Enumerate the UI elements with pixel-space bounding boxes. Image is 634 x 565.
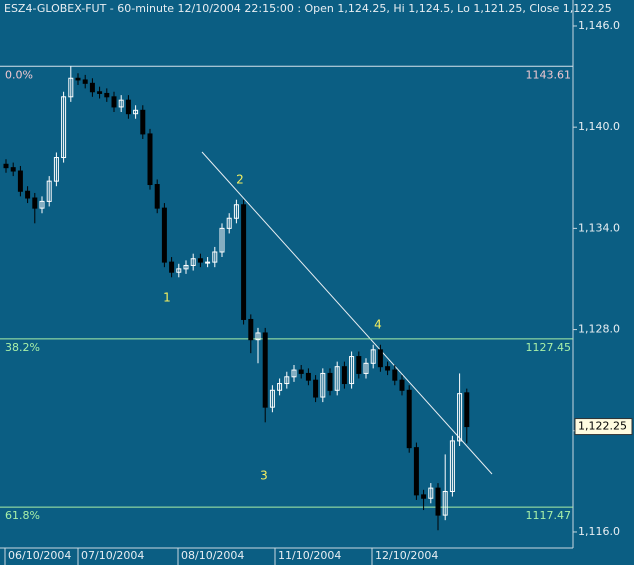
candle-body: [428, 487, 434, 499]
candle-body: [75, 77, 81, 81]
candle-body: [125, 99, 131, 115]
candle-body: [118, 99, 124, 108]
y-tick-label: 1,128.0: [578, 323, 620, 336]
candle-body: [176, 268, 182, 273]
y-tick-label: 1,116.0: [578, 525, 620, 538]
candle-body: [435, 487, 441, 516]
y-tick-label: 1,140.0: [578, 120, 620, 133]
x-tick-label: 08/10/2004: [181, 549, 244, 562]
candle-body: [111, 96, 117, 108]
candle-body: [17, 170, 23, 192]
candle-body: [349, 356, 355, 385]
annotation: 1: [163, 291, 171, 305]
candle-body: [53, 157, 59, 182]
candle-body: [25, 190, 31, 199]
candle-body: [449, 440, 455, 492]
fib-value: 1143.61: [526, 68, 572, 81]
candle-body: [39, 200, 45, 209]
candle-body: [298, 369, 304, 374]
candle-body: [464, 392, 470, 428]
candle-body: [457, 393, 463, 442]
candle-body: [385, 366, 391, 371]
candle-body: [399, 379, 405, 391]
fib-label: 0.0%: [5, 68, 33, 81]
y-tick-label: 1,134.0: [578, 221, 620, 234]
candle-body: [241, 204, 247, 320]
trend-line: [201, 151, 493, 475]
candle-body: [68, 77, 74, 98]
x-tick-label: 07/10/2004: [81, 549, 144, 562]
candle-body: [413, 447, 419, 496]
candle-body: [32, 197, 38, 209]
candle-body: [133, 109, 139, 115]
fib-value: 1127.45: [526, 341, 572, 354]
candle-body: [212, 251, 218, 263]
candle-body: [341, 366, 347, 385]
candle-body: [406, 389, 412, 449]
candle-body: [248, 318, 254, 341]
annotation: 3: [260, 469, 268, 483]
candle-body: [334, 366, 340, 391]
candle-body: [10, 167, 16, 172]
candle-body: [313, 379, 319, 398]
candle-body: [392, 369, 398, 381]
candle-body: [147, 133, 153, 186]
candle-body: [370, 349, 376, 364]
candle-body: [205, 261, 211, 264]
fib-value: 1117.47: [526, 509, 572, 522]
candle-body: [421, 494, 427, 499]
candle-body: [61, 96, 67, 159]
candle-body: [46, 180, 52, 202]
x-tick-label: 11/10/2004: [278, 549, 341, 562]
fib-label: 38.2%: [5, 341, 40, 354]
candle-body: [277, 383, 283, 391]
y-tick-label: 1,146.0: [578, 19, 620, 32]
annotation: 2: [236, 173, 244, 187]
candle-body: [269, 389, 275, 408]
candle-body: [169, 261, 175, 273]
candle-body: [377, 349, 383, 368]
x-tick-label: 06/10/2004: [8, 549, 71, 562]
candle-body: [183, 264, 189, 270]
annotation: 4: [374, 318, 382, 332]
candle-body: [442, 490, 448, 516]
candle-body: [97, 91, 103, 94]
candle-body: [305, 372, 311, 381]
last-price-box: [574, 418, 633, 436]
candle-body: [255, 332, 261, 341]
candle-body: [284, 376, 290, 385]
candle-body: [356, 356, 362, 374]
last-price-label: 1,122.25: [578, 420, 627, 433]
candle-body: [154, 184, 160, 209]
chart-title: ESZ4-GLOBEX-FUT - 60-minute 12/10/2004 2…: [4, 2, 612, 15]
candle-body: [262, 332, 268, 408]
candle-body: [219, 227, 225, 253]
candle-body: [104, 92, 110, 98]
fib-label: 61.8%: [5, 509, 40, 522]
candle-body: [3, 163, 9, 169]
candle-body: [327, 372, 333, 391]
candle-body: [197, 258, 203, 263]
candle-body: [140, 109, 146, 135]
candle-body: [226, 217, 232, 229]
candle-body: [82, 79, 88, 84]
x-tick-label: 12/10/2004: [375, 549, 438, 562]
candle-body: [291, 369, 297, 378]
candle-body: [161, 207, 167, 263]
candle-body: [190, 258, 196, 266]
candle-body: [89, 82, 95, 93]
candle-body: [233, 204, 239, 219]
candle-body: [320, 372, 326, 398]
candle-body: [363, 362, 369, 374]
